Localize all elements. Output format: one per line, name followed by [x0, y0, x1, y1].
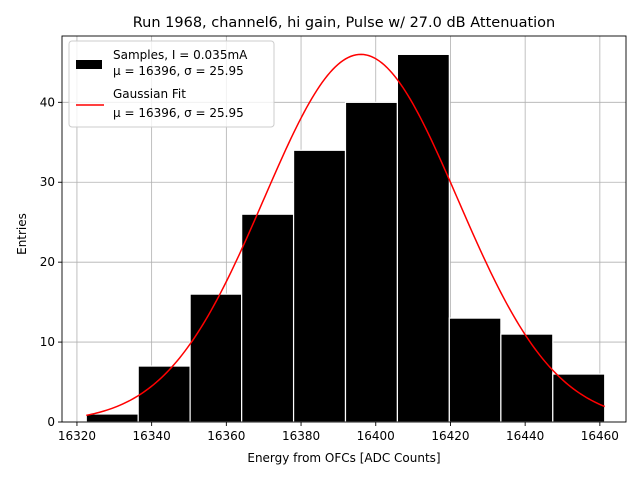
histogram-bar	[396, 53, 450, 423]
y-tick-label: 30	[40, 175, 55, 189]
chart-title: Run 1968, channel6, hi gain, Pulse w/ 27…	[133, 15, 556, 31]
histogram-bars	[85, 53, 606, 423]
legend-frame	[68, 40, 275, 128]
y-axis-ticks: 0 10 20 30 40	[40, 95, 62, 429]
legend-sublabel-samples: μ = 16396, σ = 25.95	[113, 64, 244, 78]
y-tick-label: 0	[47, 415, 55, 429]
legend-sublabel-fit: μ = 16396, σ = 25.95	[113, 106, 244, 120]
histogram-bar	[448, 317, 502, 423]
x-axis-ticks: 16320 16340 16360 16380 16400 16420 16440 16460	[58, 422, 619, 443]
x-tick-label: 16360	[207, 429, 245, 443]
x-axis-label: Energy from OFCs [ADC Counts]	[247, 451, 440, 465]
histogram-bar	[500, 333, 554, 423]
x-tick-label: 16420	[431, 429, 469, 443]
y-tick-label: 10	[40, 335, 55, 349]
x-tick-label: 16380	[282, 429, 320, 443]
histogram-bar	[189, 293, 243, 423]
x-tick-label: 16440	[506, 429, 544, 443]
plot-frame	[61, 35, 627, 423]
y-tick-label: 20	[40, 255, 55, 269]
x-tick-label: 16340	[133, 429, 171, 443]
histogram-bar	[344, 101, 399, 423]
x-tick-label: 16460	[581, 429, 619, 443]
x-tick-label: 16400	[357, 429, 395, 443]
y-tick-label: 40	[40, 95, 55, 109]
x-tick-label: 16320	[58, 429, 96, 443]
y-axis-label: Entries	[15, 213, 29, 255]
legend: Samples, I = 0.035mA μ = 16396, σ = 25.9…	[68, 40, 275, 128]
legend-label-fit: Gaussian Fit	[113, 87, 186, 101]
histogram-bar	[241, 213, 295, 423]
histogram-bar	[85, 413, 139, 423]
gaussian-fit-curve	[86, 53, 605, 417]
histogram-bar	[552, 373, 606, 423]
legend-label-samples: Samples, I = 0.035mA	[113, 48, 248, 62]
legend-swatch-samples	[76, 60, 102, 69]
histogram-bar	[292, 149, 347, 423]
